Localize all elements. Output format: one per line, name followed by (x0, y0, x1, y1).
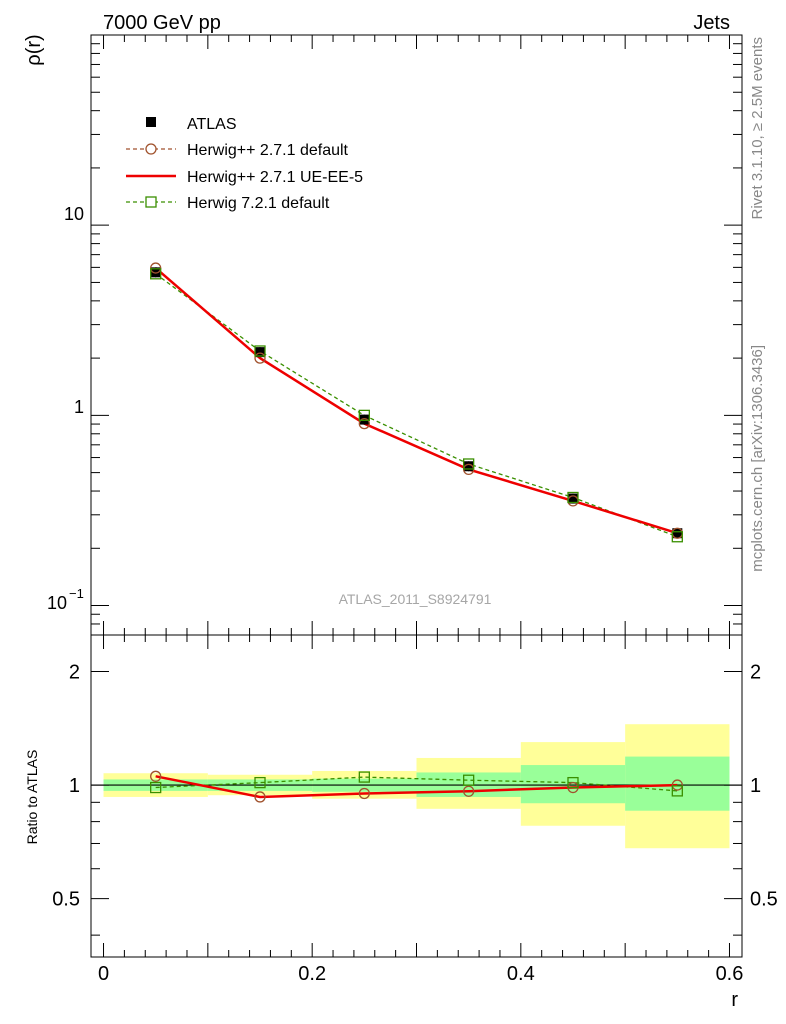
legend-marker-herwigpp-default (145, 143, 157, 155)
legend-label-herwig7-default: Herwig 7.2.1 default (187, 195, 330, 212)
ratio-herwigpp-default-marker (150, 770, 162, 782)
ratio-axis-ticks: 0.5 0.5 1 1 2 2 0 0.2 0.4 0.6 (52, 635, 778, 985)
atlas-data-point (463, 461, 474, 472)
legend-entry-herwigpp-ueee5: Herwig++ 2.7.1 UE-EE-5 (126, 169, 363, 186)
legend-entry-atlas: ATLAS (146, 116, 237, 133)
legend-entry-herwigpp-default: Herwig++ 2.7.1 default (126, 142, 349, 159)
ratio-herwigpp-default-marker (671, 779, 683, 791)
ratio-herwigpp-ueee5-line (155, 775, 678, 799)
atlas-data-point (567, 493, 578, 504)
ratio-stat-uncertainty-band (625, 756, 730, 811)
ratio-herwig7-default-marker (358, 771, 370, 783)
main-axis-ticks (91, 34, 742, 636)
ratio-y-tick-label: 2 (69, 662, 80, 684)
atlas-data-point (150, 267, 161, 278)
ratio-herwig7-default-marker (150, 781, 162, 794)
herwig7-default-marker (254, 345, 266, 357)
ratio-stat-uncertainty-band (520, 765, 626, 804)
ratio-panel: 0.5 0.5 1 1 2 2 0 0.2 0.4 0.6 Ratio to ATLAS r (24, 634, 778, 1011)
ratio-herwig7-default-marker (463, 774, 475, 786)
herwig7-default-line (155, 273, 678, 538)
legend-label-herwigpp-default: Herwig++ 2.7.1 default (187, 142, 349, 159)
ratio-y-tick-label-right: 2 (750, 662, 761, 684)
main-y-tick-label-1: 1 (74, 397, 84, 417)
x-tick-label: 0.4 (507, 963, 535, 985)
header-right-label: Jets (693, 12, 730, 34)
herwig7-default-marker (358, 409, 370, 422)
x-axis-label: r (731, 989, 738, 1011)
main-y-tick-label-10: 10 (64, 204, 84, 224)
analysis-watermark: ATLAS_2011_S8924791 (339, 591, 492, 607)
ratio-y-tick-label-right: 0.5 (750, 889, 778, 911)
ratio-herwigpp-default-marker (254, 791, 266, 803)
mcplots-label: mcplots.cern.ch [arXiv:1306.3436] (749, 345, 766, 572)
ratio-y-tick-label: 0.5 (52, 889, 80, 911)
atlas-data-point (359, 414, 370, 425)
legend: ATLAS Herwig++ 2.7.1 default Herwig++ 2.… (126, 116, 363, 212)
herwigpp-default-marker (358, 417, 370, 430)
rivet-version-label: Rivet 3.1.10, ≥ 2.5M events (749, 37, 766, 220)
herwig7-default-marker (150, 268, 162, 280)
herwigpp-default-marker (150, 262, 162, 274)
ratio-herwig7-default-marker (567, 776, 579, 789)
main-y-tick-label-exponent: −1 (69, 586, 84, 601)
herwigpp-default-line (155, 267, 678, 534)
ratio-herwigpp-default-marker (463, 785, 475, 797)
legend-marker-herwig7-default (145, 196, 157, 208)
herwig7-default-marker (671, 531, 683, 543)
herwigpp-ueee5-line (154, 267, 678, 535)
x-tick-label: 0 (98, 963, 109, 985)
ratio-plot-area (91, 724, 742, 849)
herwig7-default-marker (567, 491, 579, 504)
ratio-y-tick-label-right: 1 (750, 775, 761, 797)
ratio-herwig7-default-marker (671, 785, 683, 797)
legend-label-herwigpp-ueee5: Herwig++ 2.7.1 UE-EE-5 (187, 169, 363, 186)
x-tick-label: 0.2 (298, 963, 326, 985)
herwigpp-default-marker (254, 352, 266, 364)
main-panel: ρ(r) 10 1 10 −1 ATLAS_2011_S8924791 ATLA… (23, 34, 743, 636)
legend-label-atlas: ATLAS (187, 116, 237, 133)
legend-entry-herwig7-default: Herwig 7.2.1 default (126, 195, 330, 212)
ratio-y-label: Ratio to ATLAS (24, 750, 40, 845)
herwig7-default-marker (463, 458, 475, 470)
main-y-label: ρ(r) (23, 34, 45, 65)
atlas-data-point (672, 528, 683, 539)
main-y-tick-label-base: 10 (47, 593, 67, 613)
header-left-label: 7000 GeV pp (103, 12, 221, 34)
ratio-herwig7-default-line (155, 776, 678, 792)
ratio-herwigpp-default-marker (358, 787, 370, 800)
ratio-y-tick-label: 1 (69, 775, 80, 797)
legend-marker-atlas (146, 117, 156, 127)
x-tick-label: 0.6 (716, 963, 744, 985)
ratio-herwig7-default-marker (254, 776, 266, 789)
atlas-data-point (255, 347, 266, 358)
main-plot-area (150, 262, 683, 543)
